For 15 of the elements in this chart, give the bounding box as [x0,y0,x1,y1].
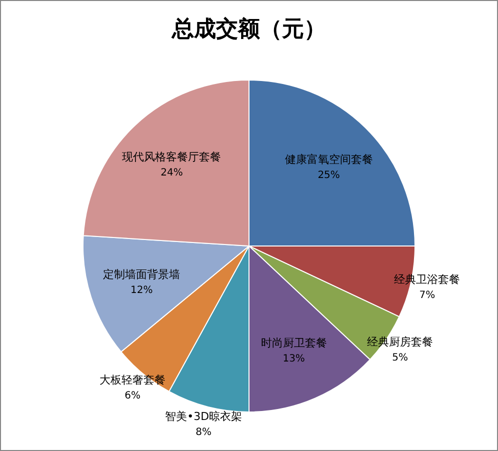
data-label: 6% [124,390,141,402]
slice-label: 健康富氧空间套餐 [284,153,373,166]
data-label: 8% [196,426,212,438]
slice-label: 智美•3D晾衣架 [165,410,242,423]
slice-label: 现代风格客餐厅套餐 [122,150,222,164]
data-label: 7% [419,290,436,301]
data-label: 13% [282,354,305,365]
slice-label: 大板轻奢套餐 [100,374,166,387]
slice-label: 定制墙面背景墙 [103,268,180,281]
data-label: 25% [318,170,340,182]
chart-title: 总成交额（元） [171,16,326,42]
slice-label: 时尚厨卫套餐 [260,336,327,350]
data-label: 5% [392,352,408,364]
data-label: 24% [160,168,183,179]
data-label: 12% [130,284,153,296]
